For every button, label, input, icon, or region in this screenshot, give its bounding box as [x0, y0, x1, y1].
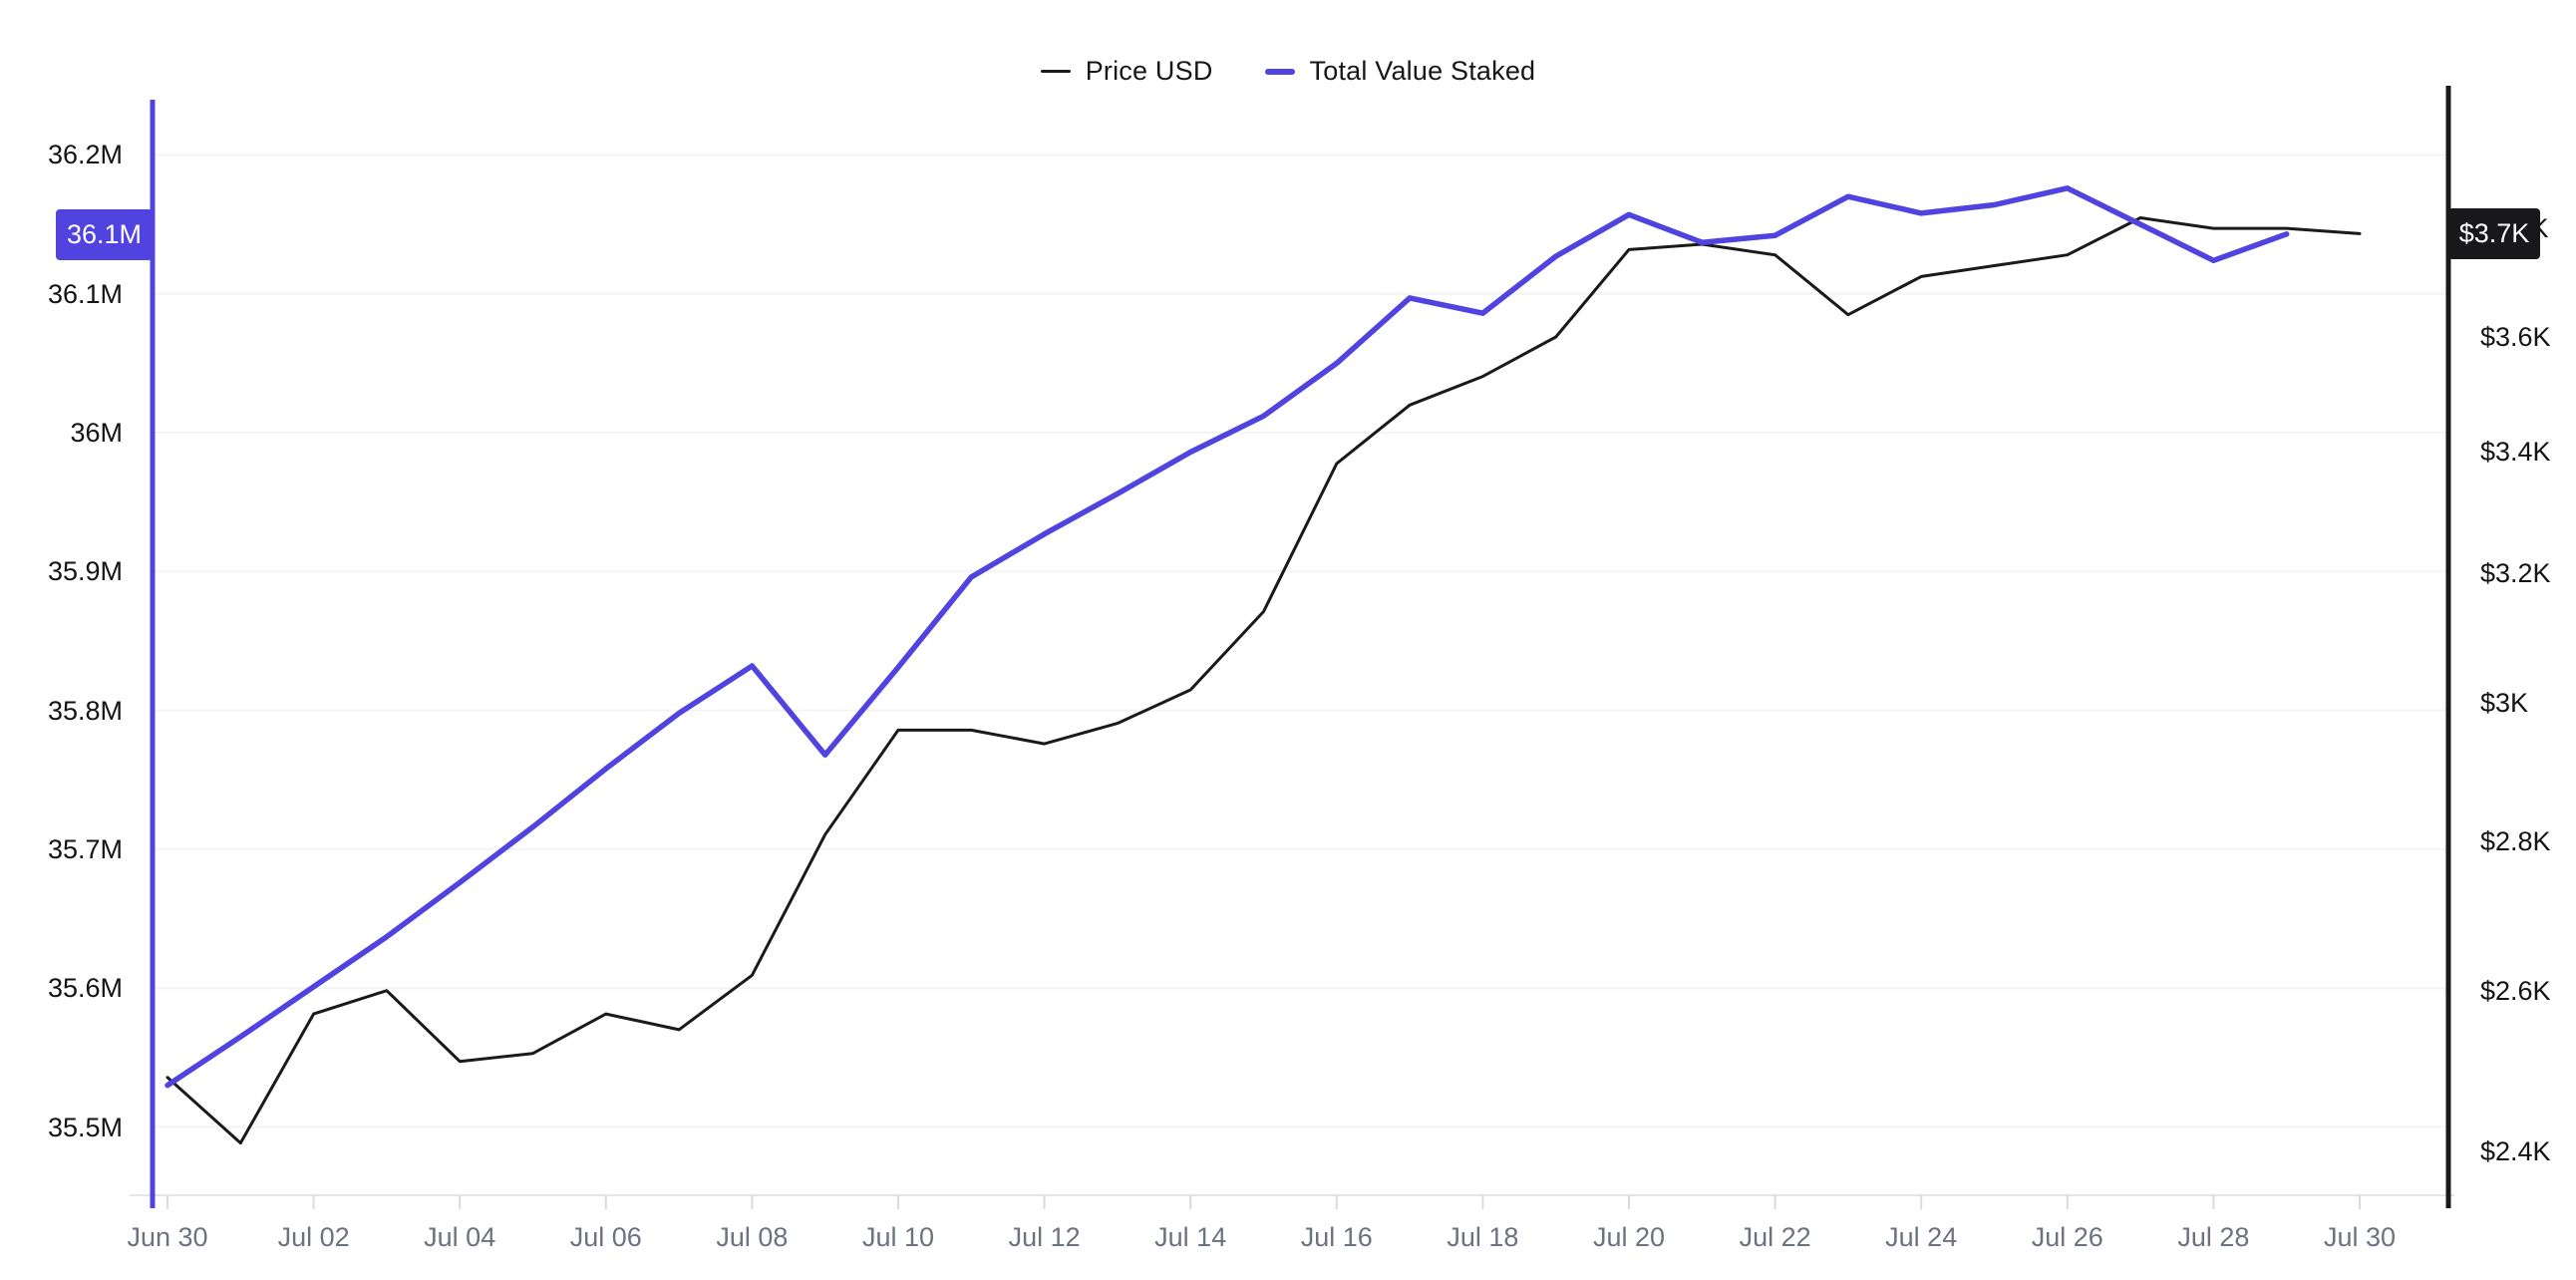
left-axis-tick-label: 35.8M — [47, 695, 123, 726]
legend-item[interactable]: Total Value Staked — [1264, 56, 1536, 87]
right-axis-tick-label: $3.6K — [2480, 322, 2551, 352]
legend-line-swatch — [1040, 70, 1071, 73]
left-axis-tick-label: 36.1M — [47, 278, 123, 309]
x-axis-tick-label: Jul 26 — [2031, 1222, 2103, 1252]
x-axis-tick-label: Jul 14 — [1154, 1222, 1227, 1252]
x-axis-tick-label: Jul 16 — [1300, 1222, 1373, 1252]
price-usd-line — [165, 216, 2362, 1145]
right-axis-tick-label: $2.6K — [2480, 975, 2551, 1006]
legend-item-label: Total Value Staked — [1309, 56, 1536, 86]
left-axis-tick-label: 36M — [70, 418, 123, 448]
left-axis-tick-label: 35.9M — [47, 556, 123, 587]
left-axis-tick-label: 35.7M — [47, 833, 123, 864]
x-axis-tick-label: Jul 24 — [1885, 1222, 1958, 1252]
x-axis-tick-label: Jul 28 — [2177, 1222, 2250, 1252]
legend-item-label: Price USD — [1085, 56, 1213, 86]
x-axis-tick-label: Jul 04 — [424, 1222, 496, 1252]
left-axis-current-value-badge: 36.1M — [56, 208, 153, 260]
x-axis-tick-label: Jul 08 — [716, 1222, 789, 1252]
right-axis-tick-label: $3.2K — [2480, 558, 2551, 589]
x-axis-tick-label: Jul 10 — [861, 1222, 935, 1252]
right-axis-tick-label: $2.8K — [2480, 826, 2551, 857]
right-axis-tick-label: $3.4K — [2480, 437, 2551, 468]
right-axis-current-value-badge: $3.7K — [2448, 208, 2540, 260]
x-axis-tick-label: Jul 02 — [277, 1222, 350, 1252]
total-value-staked-line — [164, 185, 2290, 1089]
x-axis-tick-label: Jul 06 — [569, 1222, 642, 1252]
x-axis-tick-label: Jun 30 — [127, 1222, 208, 1252]
right-axis-tick-label: $2.4K — [2480, 1136, 2551, 1166]
x-axis-tick-label: Jul 30 — [2323, 1222, 2397, 1252]
legend: Price USD Total Value Staked — [0, 56, 2576, 87]
x-axis-tick-label: Jul 20 — [1592, 1222, 1666, 1252]
x-axis-tick-label: Jul 18 — [1447, 1222, 1519, 1252]
right-axis-tick-label: $3K — [2480, 688, 2529, 719]
x-axis-tick-label: Jul 22 — [1739, 1222, 1811, 1252]
x-axis-tick-label: Jul 12 — [1008, 1222, 1081, 1252]
left-axis-tick-label: 35.6M — [47, 973, 123, 1004]
legend-item[interactable]: Price USD — [1040, 56, 1213, 87]
legend-line-swatch — [1264, 68, 1295, 75]
left-axis-tick-label: 36.2M — [47, 140, 123, 170]
left-axis-tick-label: 35.5M — [47, 1112, 123, 1142]
